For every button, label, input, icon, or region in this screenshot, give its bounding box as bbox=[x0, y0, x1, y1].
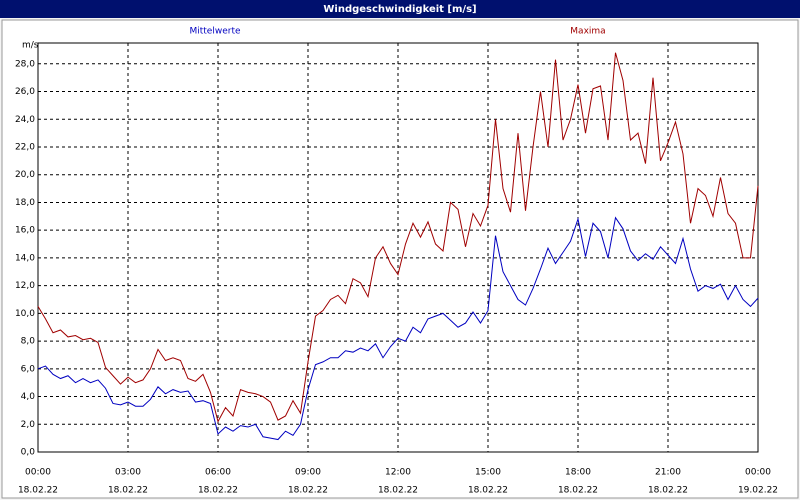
series-line bbox=[37, 216, 759, 441]
x-tick-label: 21:00 bbox=[655, 468, 681, 478]
x-tick-label: 15:00 bbox=[475, 468, 501, 478]
y-tick-label: 14,0 bbox=[15, 253, 35, 263]
plot-frame bbox=[1, 19, 799, 499]
y-tick-label: 24,0 bbox=[15, 115, 35, 125]
x-tick-date: 18.02.22 bbox=[198, 486, 238, 496]
y-tick-label: 18,0 bbox=[15, 198, 35, 208]
y-tick-label: 4,0 bbox=[21, 392, 36, 402]
x-tick-date: 18.02.22 bbox=[648, 486, 688, 496]
x-tick-label: 12:00 bbox=[385, 468, 411, 478]
x-tick-date: 19.02.22 bbox=[738, 486, 778, 496]
x-tick-label: 06:00 bbox=[205, 468, 231, 478]
y-tick-label: 16,0 bbox=[15, 226, 35, 236]
x-tick-label: 18:00 bbox=[565, 468, 591, 478]
y-tick-label: 2,0 bbox=[21, 420, 36, 430]
series-line bbox=[37, 52, 759, 423]
legend-label: Maxima bbox=[570, 27, 605, 37]
x-tick-label: 09:00 bbox=[295, 468, 321, 478]
y-axis-label: m/s bbox=[22, 41, 39, 51]
y-tick-label: 26,0 bbox=[15, 87, 35, 97]
y-tick-label: 22,0 bbox=[15, 142, 35, 152]
x-tick-date: 18.02.22 bbox=[378, 486, 418, 496]
x-tick-date: 18.02.22 bbox=[18, 486, 58, 496]
x-tick-label: 00:00 bbox=[25, 468, 51, 478]
y-tick-label: 8,0 bbox=[21, 337, 36, 347]
y-tick-label: 20,0 bbox=[15, 170, 35, 180]
x-tick-date: 18.02.22 bbox=[108, 486, 148, 496]
x-tick-label: 03:00 bbox=[115, 468, 141, 478]
x-tick-date: 18.02.22 bbox=[288, 486, 328, 496]
legend-label: Mittelwerte bbox=[189, 27, 240, 37]
y-tick-label: 12,0 bbox=[15, 281, 35, 291]
y-tick-label: 10,0 bbox=[15, 309, 35, 319]
chart-title: Windgeschwindigkeit [m/s] bbox=[323, 4, 476, 15]
y-tick-label: 0,0 bbox=[21, 448, 36, 458]
y-tick-label: 28,0 bbox=[15, 59, 35, 69]
x-tick-date: 18.02.22 bbox=[468, 486, 508, 496]
y-tick-label: 6,0 bbox=[21, 364, 36, 374]
x-tick-label: 00:00 bbox=[745, 468, 771, 478]
title-bar bbox=[0, 0, 800, 18]
x-tick-date: 18.02.22 bbox=[558, 486, 598, 496]
